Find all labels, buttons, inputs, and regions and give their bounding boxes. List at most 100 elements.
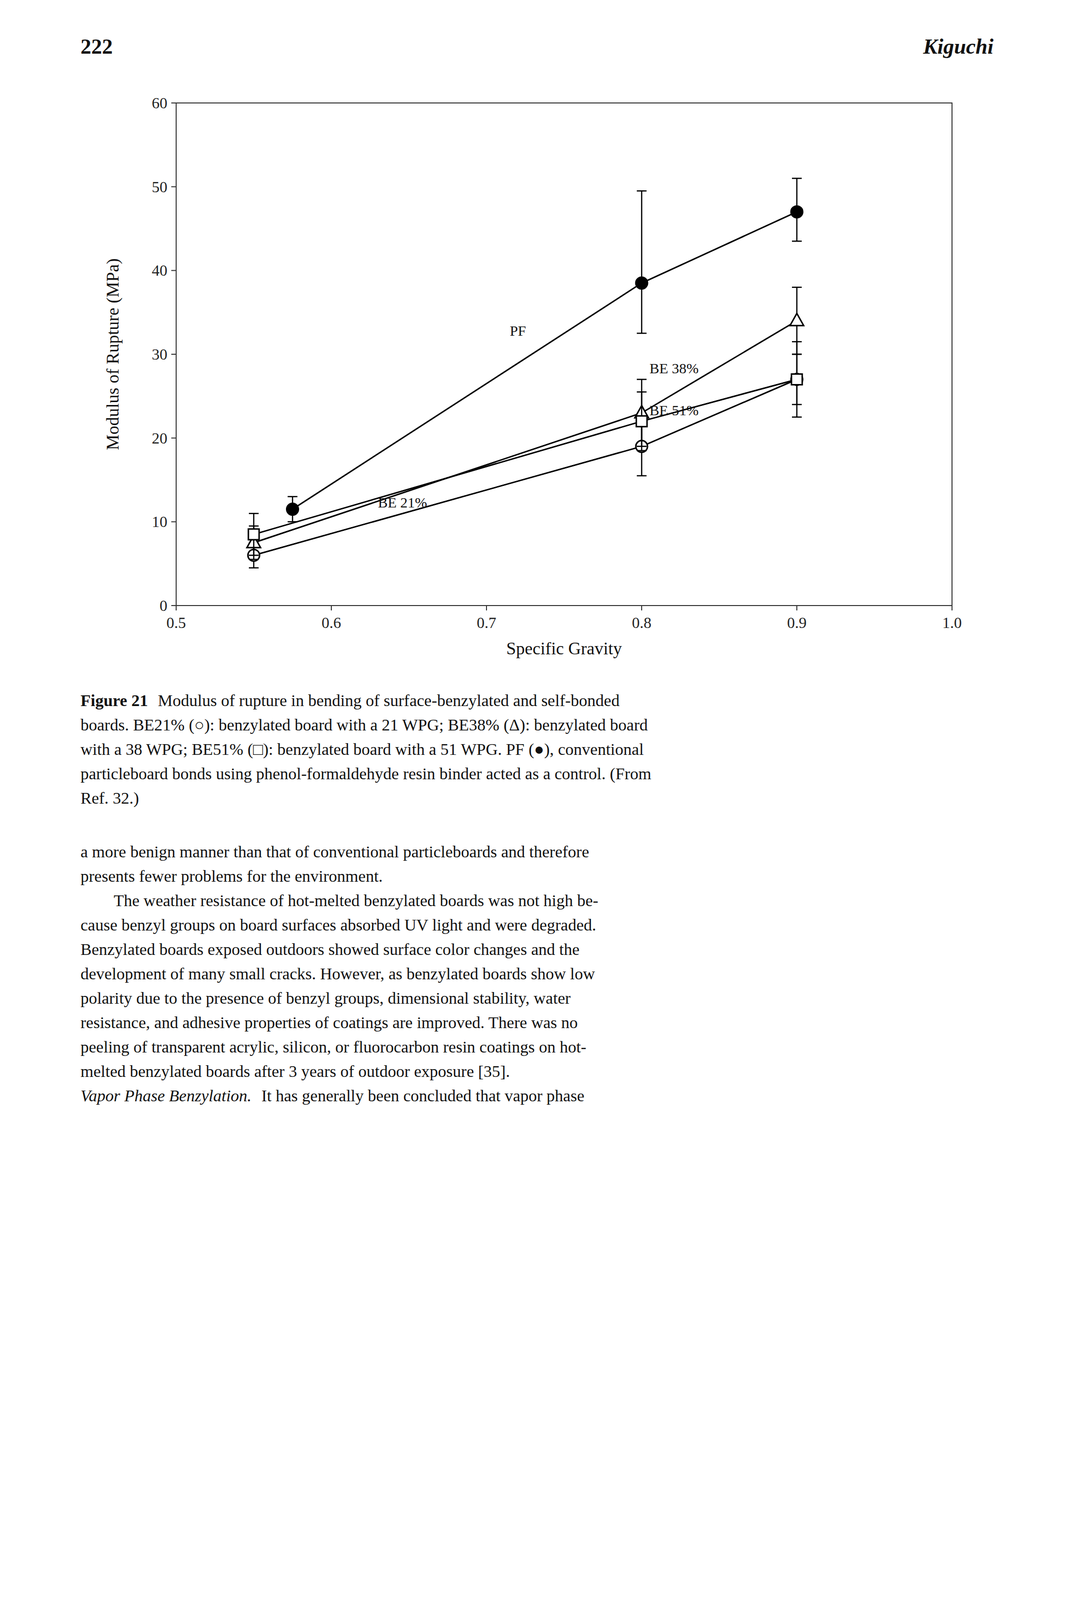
body-line: peeling of transparent acrylic, silicon,… — [80, 1034, 994, 1060]
annotation: BE 21% — [377, 494, 427, 511]
body-text-line: melted benzylated boards after 3 years o… — [80, 1062, 510, 1081]
x-axis-label: Specific Gravity — [506, 638, 622, 659]
x-tick-label: 0.6 — [321, 613, 342, 632]
page-number: 222 — [80, 34, 113, 60]
body-text-line: The weather resistance of hot-melted ben… — [113, 891, 599, 910]
x-tick-label: 0.5 — [166, 613, 186, 632]
body-text-line: peeling of transparent acrylic, silicon,… — [80, 1037, 587, 1056]
y-tick — [171, 605, 177, 607]
plot-frame — [176, 102, 953, 606]
body-text-line: cause benzyl groups on board surfaces ab… — [80, 915, 597, 934]
data-point — [790, 313, 804, 326]
data-point — [248, 528, 260, 540]
error-bar — [636, 190, 647, 334]
body-line: presents fewer problems for the environm… — [80, 864, 994, 889]
y-tick — [171, 353, 177, 355]
body-line: melted benzylated boards after 3 years o… — [80, 1059, 994, 1084]
y-tick-label: 0 — [159, 596, 168, 615]
axes: 0.5 0.6 0.7 0.8 0.9 1.0 0 10 20 30 40 50 60 Specific … — [102, 94, 962, 659]
caption-label: Figure 21 — [80, 691, 148, 710]
error-bar — [791, 341, 802, 418]
caption-line: with a 38 WPG; BE51% (□): benzylated boa… — [80, 737, 994, 762]
y-tick — [171, 269, 177, 271]
series — [248, 341, 803, 556]
y-tick-label: 40 — [151, 261, 168, 280]
data-point — [790, 373, 803, 386]
plot-data — [246, 178, 804, 568]
body-line: polarity due to the presence of benzyl g… — [80, 986, 994, 1011]
body-text-line: resistance, and adhesive properties of c… — [80, 1013, 578, 1032]
page: 222 Kiguchi 0.5 0.6 0.7 0.8 0.9 1.0 0 10 20 30 40 50 6… — [0, 0, 1074, 1109]
error-bar — [248, 513, 259, 556]
body-line: resistance, and adhesive properties of c… — [80, 1010, 994, 1035]
data-point — [286, 503, 299, 516]
y-tick-label: 30 — [151, 345, 168, 364]
x-tick — [951, 605, 953, 611]
annotation: BE 51% — [648, 402, 699, 419]
caption-text: boards. BE21% (○): benzylated board with… — [80, 715, 649, 734]
body-line: development of many small cracks. Howeve… — [80, 961, 994, 987]
section-heading: Vapor Phase Benzylation. — [80, 1086, 252, 1105]
x-tick — [175, 605, 177, 611]
y-tick-label: 60 — [151, 94, 168, 112]
x-tick — [486, 605, 487, 611]
paragraph: The weather resistance of hot-melted ben… — [80, 888, 994, 1084]
caption-line: particleboard bonds using phenol-formald… — [80, 761, 994, 787]
y-tick-label: 10 — [151, 512, 168, 531]
data-point — [635, 277, 648, 289]
series — [286, 178, 803, 523]
data-point — [636, 415, 648, 427]
y-tick-label: 20 — [151, 429, 168, 447]
chart: 0.5 0.6 0.7 0.8 0.9 1.0 0 10 20 30 40 50 60 Specific … — [98, 83, 977, 669]
y-axis-label: Modulus of Rupture (MPa) — [102, 258, 123, 451]
x-tick-label: 0.7 — [476, 613, 497, 632]
data-point — [790, 205, 803, 218]
y-tick — [171, 102, 177, 104]
caption-text: particleboard bonds using phenol-formald… — [80, 764, 652, 783]
body-line: Benzylated boards exposed outdoors showe… — [80, 937, 994, 962]
x-tick-label: 1.0 — [942, 613, 962, 632]
series-line — [292, 211, 797, 509]
series-line — [253, 320, 797, 543]
y-tick — [171, 521, 177, 523]
body-line: a more benign manner than that of conven… — [80, 839, 994, 865]
y-tick-label: 50 — [151, 178, 168, 196]
series — [246, 287, 804, 560]
annotations: PF BE 38% BE 51% BE 21% — [377, 322, 699, 511]
body-line: The weather resistance of hot-melted ben… — [80, 888, 994, 913]
annotation: BE 38% — [648, 360, 699, 377]
y-tick — [171, 186, 177, 188]
paragraph: a more benign manner than that of conven… — [80, 839, 994, 889]
x-tick-label: 0.8 — [631, 613, 652, 632]
series-line — [253, 379, 797, 556]
x-tick-label: 0.9 — [787, 613, 807, 632]
figure-caption: Figure 21 Modulus of rupture in bending o… — [80, 688, 994, 811]
data-point — [791, 374, 803, 386]
y-tick — [171, 437, 177, 439]
body-text-line: development of many small cracks. Howeve… — [80, 964, 595, 983]
body-text-line: Benzylated boards exposed outdoors showe… — [80, 940, 580, 959]
caption-text: with a 38 WPG; BE51% (□): benzylated boa… — [80, 740, 644, 759]
series — [247, 354, 803, 568]
body-text-line: polarity due to the presence of benzyl g… — [80, 989, 571, 1008]
paragraph: Vapor Phase Benzylation. It has generally… — [80, 1083, 994, 1109]
body-line: cause benzyl groups on board surfaces ab… — [80, 912, 994, 938]
annotation: PF — [509, 322, 526, 339]
page-header: 222 Kiguchi — [80, 34, 994, 60]
caption-text: Ref. 32.) — [80, 789, 140, 808]
body-text-line: It has generally been concluded that vap… — [261, 1086, 585, 1105]
x-tick — [641, 605, 643, 611]
x-tick — [330, 605, 332, 611]
error-bar — [636, 391, 647, 451]
series-line — [253, 379, 797, 535]
body-text: a more benign manner than that of conven… — [80, 839, 994, 1109]
caption-line: Ref. 32.) — [80, 786, 994, 811]
caption-line: boards. BE21% (○): benzylated board with… — [80, 712, 994, 738]
body-text-line: a more benign manner than that of conven… — [80, 842, 589, 861]
caption-text: Modulus of rupture in bending of surface… — [158, 691, 620, 710]
x-tick — [796, 605, 798, 611]
running-head: Kiguchi — [923, 34, 994, 60]
caption-line: Figure 21 Modulus of rupture in bending o… — [80, 688, 994, 713]
body-line: Vapor Phase Benzylation. It has generally… — [80, 1083, 994, 1109]
page-body: {"chart_data": { "type": "line", "xlabel… — [0, 0, 1074, 1600]
